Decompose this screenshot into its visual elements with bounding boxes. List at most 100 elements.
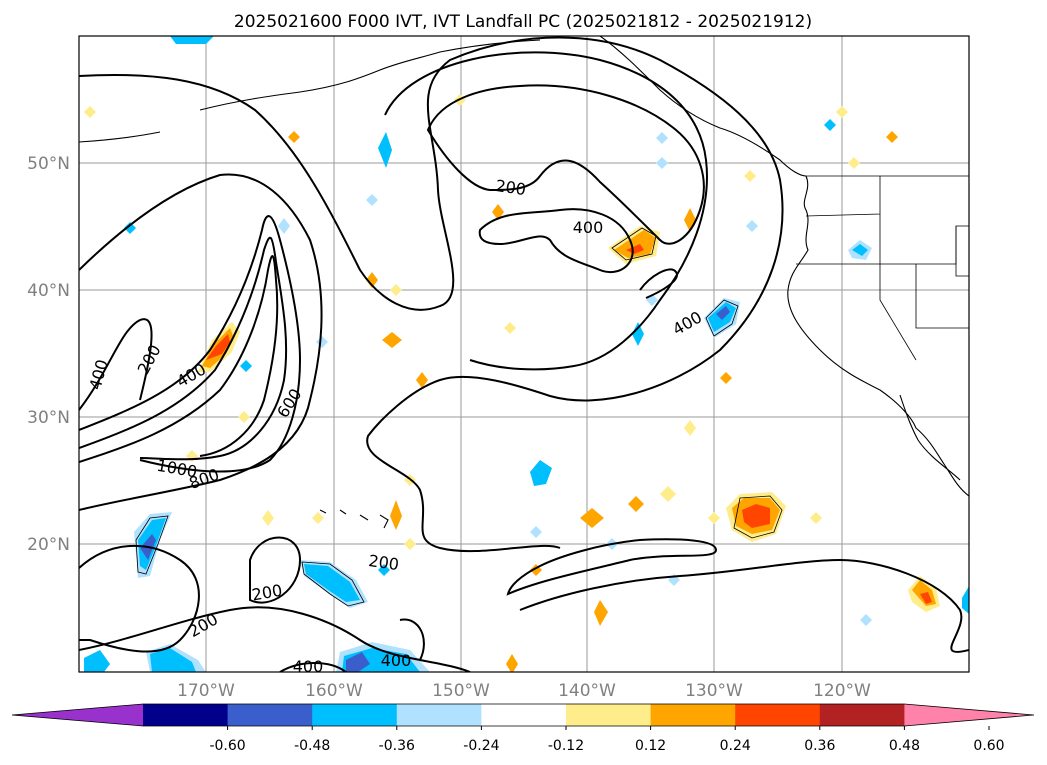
map-panel (78, 35, 970, 673)
positive-patch (886, 131, 898, 143)
negative-patch (240, 360, 252, 372)
lon-label-170w: 170°W (177, 681, 235, 701)
positive-patch (810, 512, 822, 524)
negative-patch (304, 564, 360, 602)
contour-small (399, 618, 425, 661)
map-title: 2025021600 F000 IVT, IVT Landfall PC (20… (234, 12, 812, 32)
lon-label-150w: 150°W (432, 681, 490, 701)
contour-800 (79, 255, 279, 463)
patch-outline (611, 227, 657, 261)
colorbar-ticks: -0.60 -0.48 -0.36 -0.24 -0.12 0.12 0.24 0.36 0.4… (209, 726, 1005, 754)
hawaii (319, 509, 389, 529)
negative-patch (656, 132, 668, 144)
contour-label: 200 (367, 551, 400, 574)
west-coast (787, 175, 969, 497)
colorbar-tick-label: -0.12 (548, 738, 584, 754)
colorbar-segment (650, 704, 736, 726)
positive-patch (626, 244, 644, 254)
positive-patch (708, 512, 720, 524)
state-border (955, 226, 969, 277)
negative-patch (278, 218, 290, 234)
positive-patch (404, 538, 416, 550)
contour-200-south (249, 536, 302, 604)
positive-patch (742, 504, 770, 528)
colorbar-tick-label: 0.24 (720, 738, 751, 754)
contour-200 (79, 173, 323, 511)
positive-patch (288, 131, 300, 143)
negative-patch (530, 526, 542, 538)
contour-200-south (506, 538, 718, 596)
contour-label: 200 (494, 176, 527, 199)
positive-patch (720, 372, 732, 384)
positive-patch (628, 496, 644, 512)
longitude-labels: 170°W 160°W 150°W 140°W 130°W 120°W (177, 681, 871, 701)
state-border (879, 264, 917, 361)
positive-patch (580, 508, 604, 528)
positive-patch (492, 204, 504, 220)
colorbar-tick-label: -0.48 (294, 738, 330, 754)
contour-200-loop (426, 84, 705, 245)
contour-200-south (79, 544, 200, 653)
positive-patch (836, 106, 848, 118)
colorbar-tick-label: -0.36 (379, 738, 415, 754)
colorbar-tick-label: 0.60 (973, 738, 1004, 754)
colorbar-tick-label: 0.12 (635, 738, 666, 754)
colorbar: -0.60 -0.48 -0.36 -0.24 -0.12 0.12 0.24 0.36 0.4… (11, 703, 1035, 754)
lat-label-50n: 50°N (27, 154, 70, 174)
negative-patch (530, 460, 552, 486)
colorbar-segment (396, 704, 482, 726)
negative-patch (962, 586, 969, 614)
positive-patch (84, 106, 96, 118)
lat-label-30n: 30°N (27, 408, 70, 428)
negative-patch (378, 132, 392, 168)
colorbar-tick-label: 0.48 (889, 738, 920, 754)
patch-outline (733, 495, 783, 539)
map-frame (78, 35, 970, 673)
negative-patch (746, 220, 758, 232)
negative-patch (860, 614, 872, 626)
alaska-peninsula (79, 39, 541, 143)
patch-outline (301, 561, 365, 607)
positive-patch (262, 510, 274, 526)
lat-label-20n: 20°N (27, 535, 70, 555)
patch-outline (705, 299, 739, 337)
patch-outline (135, 515, 169, 575)
state-border (915, 264, 969, 329)
contour-200-south (79, 606, 471, 672)
contour-400-loop (478, 208, 634, 273)
coastlines (79, 36, 969, 529)
shaded-pc-field (84, 36, 969, 672)
colorbar-segments (11, 703, 1035, 727)
positive-patch (416, 372, 428, 388)
colorbar-extend-min (12, 704, 143, 726)
negative-patch (632, 322, 644, 346)
positive-patch (744, 170, 756, 182)
political-borders (796, 175, 969, 361)
contour-400 (79, 215, 302, 473)
negative-patch (346, 652, 370, 672)
colorbar-tick-label: 0.36 (804, 738, 835, 754)
colorbar-outline (11, 703, 1035, 727)
colorbar-segment (566, 704, 652, 726)
patch-outlines (135, 227, 783, 607)
colorbar-segment (143, 704, 229, 726)
contour-400 (384, 51, 708, 371)
negative-patch (824, 119, 836, 131)
lon-label-130w: 130°W (685, 681, 743, 701)
positive-patch (238, 411, 250, 423)
contour-400-left (79, 318, 153, 411)
negative-patch (656, 157, 668, 169)
contour-label: 400 (573, 218, 604, 237)
alaska-panhandle (599, 36, 807, 177)
positive-patch (366, 272, 378, 288)
positive-patch (848, 157, 860, 169)
colorbar-tick-label: -0.24 (463, 738, 499, 754)
contour-label: 400 (381, 651, 412, 670)
positive-patch (312, 512, 324, 524)
contour-200 (79, 36, 784, 553)
colorbar-segment (312, 704, 398, 726)
negative-patch (378, 564, 390, 576)
colorbar-segment (735, 704, 821, 726)
positive-patch (390, 500, 402, 530)
ivt-contours (79, 36, 969, 672)
